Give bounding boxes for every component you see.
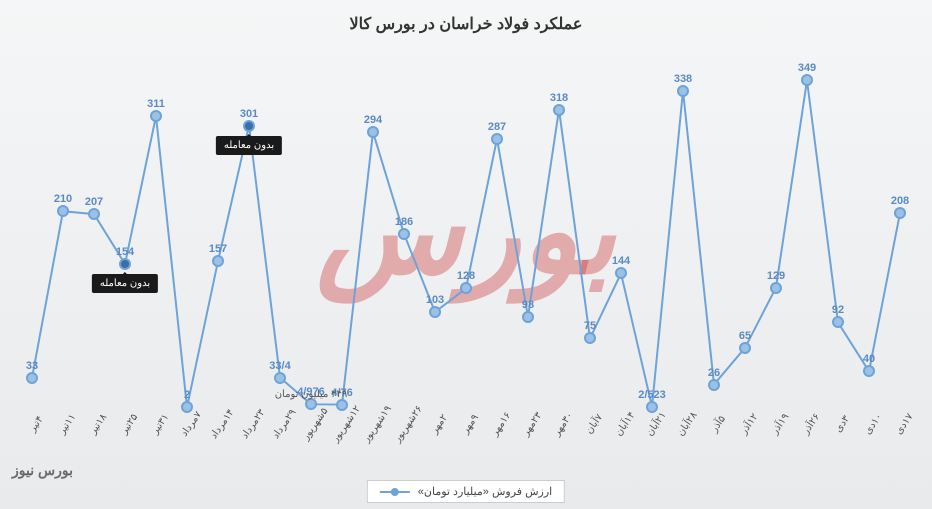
annotation-callout: بدون معامله <box>92 274 158 293</box>
data-point <box>150 110 162 122</box>
data-point <box>708 379 720 391</box>
point-value-label: 2 <box>184 389 190 401</box>
point-value-label: 103 <box>426 294 444 306</box>
point-value-label: 128 <box>457 270 475 282</box>
data-point <box>522 311 534 323</box>
legend-label: ارزش فروش «میلیارد تومان» <box>418 485 552 498</box>
legend-marker-icon <box>380 487 410 497</box>
data-point <box>57 205 69 217</box>
data-point <box>553 104 565 116</box>
point-value-label: 207 <box>85 196 103 208</box>
data-point <box>584 332 596 344</box>
data-point <box>367 126 379 138</box>
point-value-label: 98 <box>522 299 534 311</box>
data-point <box>801 74 813 86</box>
plot-region: 33210207154311215730133/44/9764/76294186… <box>22 50 910 419</box>
point-value-label: 186 <box>395 216 413 228</box>
point-value-label: 33/4 <box>269 360 290 372</box>
point-value-label: 208 <box>891 195 909 207</box>
data-point <box>398 228 410 240</box>
annotation-callout: بدون معامله <box>216 136 282 155</box>
point-value-label: 75 <box>584 320 596 332</box>
point-value-label: 40 <box>863 353 875 365</box>
point-value-label: 144 <box>612 255 630 267</box>
data-point <box>212 255 224 267</box>
point-value-label: 154 <box>116 246 134 258</box>
data-point <box>739 342 751 354</box>
chart-area: بورس 33210207154311215730133/44/9764/762… <box>22 50 910 454</box>
chart-title: عملکرد فولاد خراسان در بورس کالا <box>0 0 932 42</box>
point-value-label: 33 <box>26 360 38 372</box>
legend: ارزش فروش «میلیارد تومان» <box>367 480 565 503</box>
data-point <box>181 401 193 413</box>
data-point <box>863 365 875 377</box>
point-value-label: 294 <box>364 114 382 126</box>
chart-footnote: ۳۴۹ میلیون تومان <box>275 389 348 400</box>
watermark-source: بورس نیوز <box>12 462 73 479</box>
data-point <box>460 282 472 294</box>
point-value-label: 301 <box>240 108 258 120</box>
data-point <box>770 282 782 294</box>
point-value-label: 26 <box>708 367 720 379</box>
point-value-label: 311 <box>147 98 165 110</box>
point-value-label: 157 <box>209 243 227 255</box>
point-value-label: 2/523 <box>638 389 666 401</box>
data-point <box>677 85 689 97</box>
data-point <box>26 372 38 384</box>
point-value-label: 92 <box>832 304 844 316</box>
point-value-label: 349 <box>798 62 816 74</box>
point-value-label: 318 <box>550 92 568 104</box>
data-point <box>894 207 906 219</box>
point-value-label: 287 <box>488 121 506 133</box>
point-value-label: 65 <box>739 330 751 342</box>
data-point <box>88 208 100 220</box>
data-point <box>491 133 503 145</box>
data-point <box>646 401 658 413</box>
data-point <box>429 306 441 318</box>
point-value-label: 338 <box>674 73 692 85</box>
x-axis-labels: ۴تیر۱۱تیر۱۸تیر۲۵تیر۳۱تیر۷مرداد۱۴مرداد۲۳م… <box>22 419 910 454</box>
data-point <box>832 316 844 328</box>
data-point <box>274 372 286 384</box>
data-point <box>615 267 627 279</box>
point-value-label: 129 <box>767 270 785 282</box>
point-value-label: 210 <box>54 193 72 205</box>
